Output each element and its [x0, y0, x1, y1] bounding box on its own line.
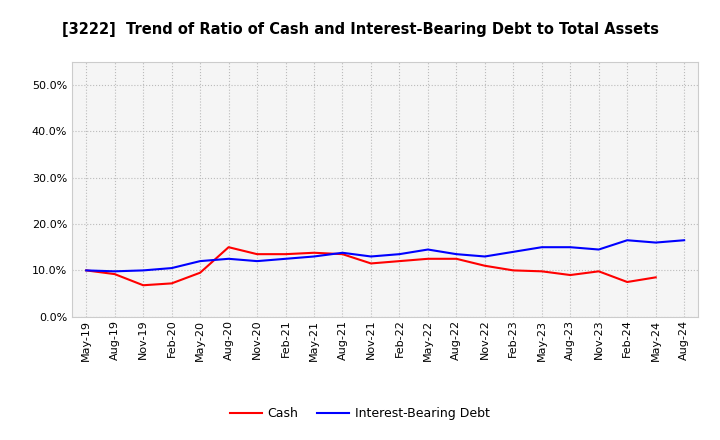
Interest-Bearing Debt [623, 238, 631, 243]
Line: Interest-Bearing Debt: Interest-Bearing Debt [86, 240, 684, 271]
Cash [225, 245, 233, 250]
Cash [595, 269, 603, 274]
Cash [452, 256, 461, 261]
Line: Cash: Cash [86, 247, 656, 285]
Cash [623, 279, 631, 285]
Interest-Bearing Debt [537, 245, 546, 250]
Interest-Bearing Debt [82, 268, 91, 273]
Cash [652, 275, 660, 280]
Interest-Bearing Debt [423, 247, 432, 252]
Interest-Bearing Debt [595, 247, 603, 252]
Interest-Bearing Debt [366, 254, 375, 259]
Cash [509, 268, 518, 273]
Cash [537, 269, 546, 274]
Cash [395, 258, 404, 264]
Interest-Bearing Debt [282, 256, 290, 261]
Cash [338, 252, 347, 257]
Cash [196, 270, 204, 275]
Legend: Cash, Interest-Bearing Debt: Cash, Interest-Bearing Debt [225, 402, 495, 425]
Interest-Bearing Debt [139, 268, 148, 273]
Cash [167, 281, 176, 286]
Interest-Bearing Debt [452, 252, 461, 257]
Cash [423, 256, 432, 261]
Interest-Bearing Debt [566, 245, 575, 250]
Interest-Bearing Debt [196, 258, 204, 264]
Cash [566, 272, 575, 278]
Interest-Bearing Debt [509, 249, 518, 254]
Cash [82, 268, 91, 273]
Cash [480, 263, 489, 268]
Interest-Bearing Debt [680, 238, 688, 243]
Interest-Bearing Debt [395, 252, 404, 257]
Interest-Bearing Debt [110, 269, 119, 274]
Cash [253, 252, 261, 257]
Interest-Bearing Debt [480, 254, 489, 259]
Text: [3222]  Trend of Ratio of Cash and Interest-Bearing Debt to Total Assets: [3222] Trend of Ratio of Cash and Intere… [61, 22, 659, 37]
Cash [110, 271, 119, 277]
Cash [139, 282, 148, 288]
Cash [310, 250, 318, 255]
Interest-Bearing Debt [310, 254, 318, 259]
Interest-Bearing Debt [167, 265, 176, 271]
Cash [282, 252, 290, 257]
Interest-Bearing Debt [338, 250, 347, 255]
Cash [366, 261, 375, 266]
Interest-Bearing Debt [253, 258, 261, 264]
Interest-Bearing Debt [225, 256, 233, 261]
Interest-Bearing Debt [652, 240, 660, 245]
